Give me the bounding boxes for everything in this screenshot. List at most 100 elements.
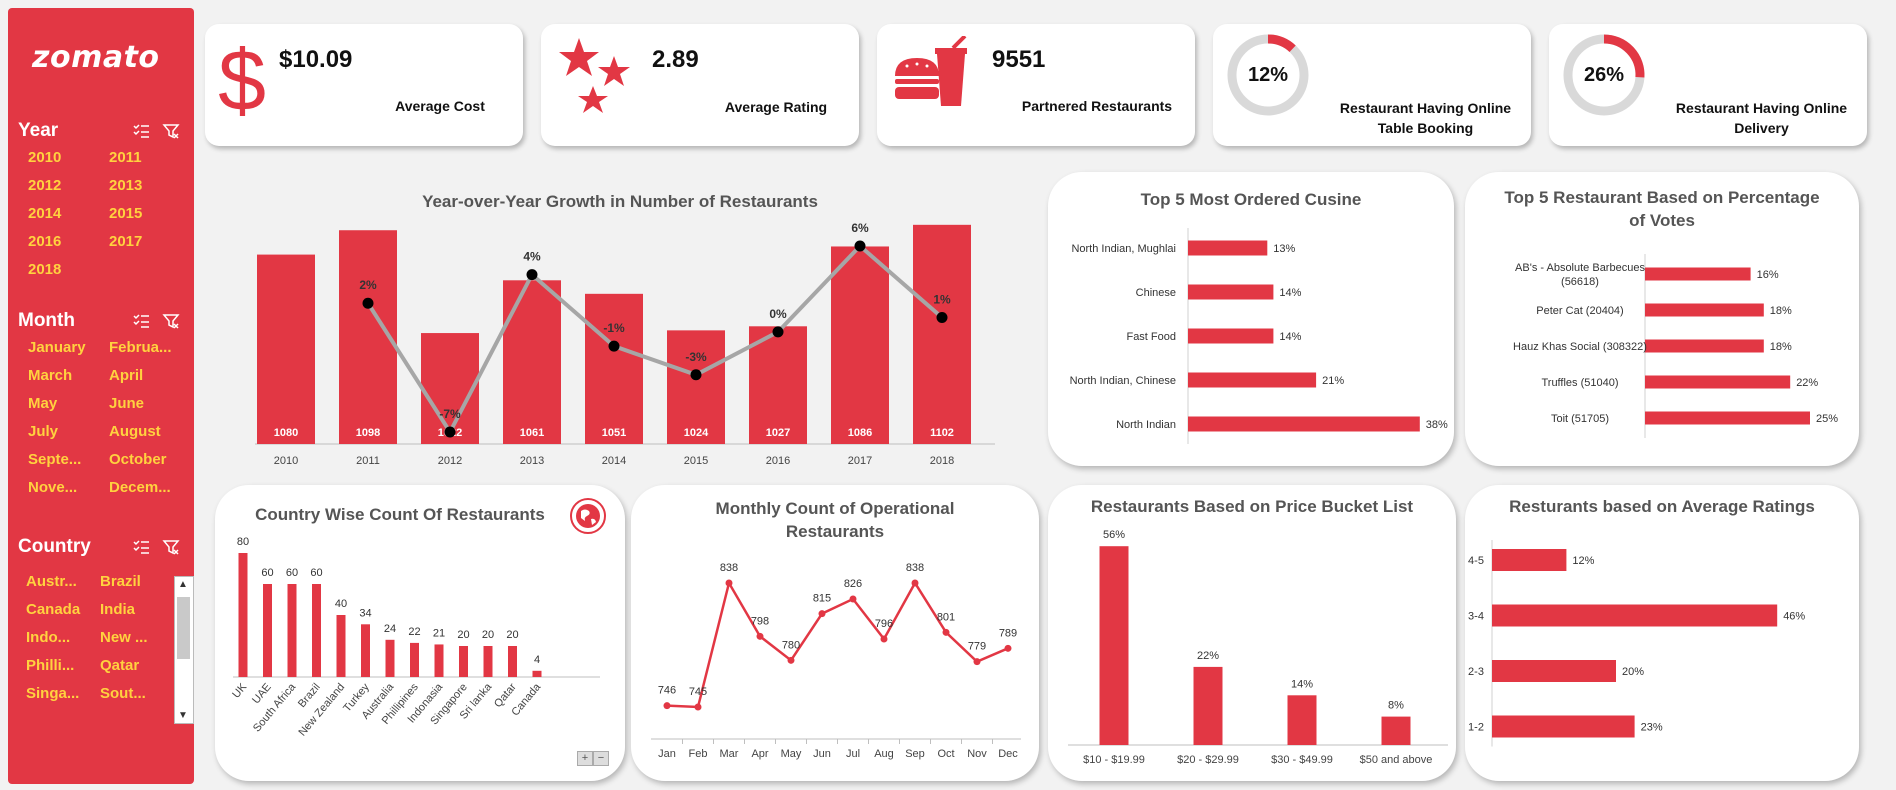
slicer-month-april[interactable]: April <box>109 367 144 384</box>
scroll-down-icon[interactable]: ▼ <box>178 710 188 721</box>
yoy-bar-label: 1102 <box>930 427 954 439</box>
slicer-year-2016[interactable]: 2016 <box>28 233 62 250</box>
country-x-tick-label: UK <box>230 681 249 701</box>
slicer-year-2015[interactable]: 2015 <box>109 205 143 222</box>
monthly-title-line1: Monthly Count of Operational <box>715 499 955 518</box>
yoy-bar <box>831 246 889 444</box>
cuisine-card: Top 5 Most Ordered Cusine 13% North India… <box>1048 172 1454 466</box>
slicer-month-august[interactable]: August <box>109 423 161 440</box>
yoy-growth-label: 2% <box>359 278 377 292</box>
monthly-x-tick-label: Dec <box>998 748 1018 760</box>
yoy-growth-point <box>608 340 620 352</box>
yoy-x-tick-label: 2012 <box>438 455 462 467</box>
price-bar <box>1287 695 1317 745</box>
votes-title-line2: of Votes <box>1629 211 1695 230</box>
slicer-year-2010[interactable]: 2010 <box>28 149 62 166</box>
monthly-data-label: 838 <box>720 562 738 574</box>
slicer-year-2014[interactable]: 2014 <box>28 205 62 222</box>
slicer-country-india[interactable]: India <box>100 601 136 618</box>
country-bar <box>508 646 517 677</box>
multi-select-icon[interactable] <box>132 122 150 140</box>
slicer-country-indonesia[interactable]: Indo... <box>26 629 71 646</box>
stars-icon <box>559 38 630 113</box>
yoy-bar <box>667 330 725 444</box>
country-bar <box>287 584 297 677</box>
slicer-month-october[interactable]: October <box>109 451 167 468</box>
slicer-country-singapore[interactable]: Singa... <box>26 685 80 702</box>
multi-select-icon[interactable] <box>132 538 150 556</box>
scroll-thumb[interactable] <box>177 597 190 659</box>
online-delivery-donut-fill <box>1603 34 1645 78</box>
yoy-x-tick-label: 2017 <box>848 455 872 467</box>
slicer-year-2018[interactable]: 2018 <box>28 261 62 278</box>
country-data-label: 40 <box>335 598 347 610</box>
monthly-point <box>725 579 733 587</box>
slicer-month-february[interactable]: Februa... <box>109 339 172 356</box>
slicer-country-canada[interactable]: Canada <box>26 601 81 618</box>
monthly-point <box>849 595 857 603</box>
multi-select-icon[interactable] <box>132 312 150 330</box>
slicer-year-2017[interactable]: 2017 <box>109 233 143 250</box>
slicer-month-september[interactable]: Septe... <box>28 451 82 468</box>
price-data-label: 8% <box>1388 700 1404 712</box>
price-x-tick-label: $50 and above <box>1360 754 1433 766</box>
slicer-month-november[interactable]: Nove... <box>28 479 78 496</box>
monthly-data-label: 826 <box>844 578 862 590</box>
zomato-logo: zomato <box>32 40 160 75</box>
country-data-label: 60 <box>286 567 298 579</box>
slicer-month-december[interactable]: Decem... <box>109 479 171 496</box>
yoy-x-tick-label: 2010 <box>274 455 298 467</box>
monthly-data-label: 815 <box>813 593 831 605</box>
slicer-month-january[interactable]: January <box>28 339 86 356</box>
collapse-button[interactable]: − <box>593 751 609 766</box>
clear-filter-icon[interactable] <box>162 312 180 330</box>
country-data-label: 20 <box>506 629 518 641</box>
votes-category-label: Peter Cat (20404) <box>1536 305 1623 317</box>
monthly-point <box>911 579 919 587</box>
yoy-x-tick-label: 2014 <box>602 455 626 467</box>
slicer-year-2013[interactable]: 2013 <box>109 177 143 194</box>
cuisine-data-label: 14% <box>1279 331 1301 343</box>
slicer-country-phillipines[interactable]: Philli... <box>26 657 75 674</box>
slicer-country-brazil[interactable]: Brazil <box>100 573 141 590</box>
month-slicer-title: Month <box>18 310 75 331</box>
yoy-x-tick-label: 2013 <box>520 455 544 467</box>
votes-bar <box>1645 303 1764 317</box>
yoy-growth-label: 4% <box>523 250 541 264</box>
ratings-bar <box>1492 549 1567 571</box>
clear-filter-icon[interactable] <box>162 122 180 140</box>
slicer-year-2011[interactable]: 2011 <box>109 149 142 166</box>
price-data-label: 14% <box>1291 678 1313 690</box>
slicer-country-south-africa[interactable]: Sout... <box>100 685 146 702</box>
kpi-table-booking-label: Restaurant Having Online Table Booking <box>1323 98 1528 138</box>
monthly-point <box>818 610 826 618</box>
scroll-up-icon[interactable]: ▲ <box>178 579 188 590</box>
slicer-month-july[interactable]: July <box>28 423 59 440</box>
slicer-country-qatar[interactable]: Qatar <box>100 657 140 674</box>
kpi-online-table-booking: 12% Restaurant Having Online Table Booki… <box>1213 24 1531 146</box>
slicer-month-may[interactable]: May <box>28 395 58 412</box>
yoy-chart-title: Year-over-Year Growth in Number of Resta… <box>422 192 818 211</box>
slicer-country-new-zealand[interactable]: New ... <box>100 629 148 646</box>
yoy-growth-label: -3% <box>685 350 707 364</box>
yoy-growth-label: -1% <box>603 321 625 335</box>
clear-filter-icon[interactable] <box>162 538 180 556</box>
votes-data-label: 18% <box>1770 305 1792 317</box>
slicer-country-australia[interactable]: Austr... <box>26 573 77 590</box>
expand-button[interactable]: + <box>577 751 593 766</box>
ratings-bar <box>1492 604 1778 627</box>
monthly-x-tick-label: Nov <box>967 748 987 760</box>
cuisine-data-label: 14% <box>1279 287 1301 299</box>
kpi-average-rating: 2.89 Average Rating <box>541 24 859 146</box>
country-slicer-scrollbar[interactable]: ▲ ▼ <box>174 576 194 724</box>
monthly-x-tick-label: Oct <box>937 748 954 760</box>
slicer-year-2012[interactable]: 2012 <box>28 177 62 194</box>
monthly-point <box>787 656 795 664</box>
yoy-growth-point <box>444 426 456 438</box>
monthly-point <box>756 632 764 640</box>
kpi-partnered-restaurants: 9551 Partnered Restaurants <box>877 24 1195 146</box>
monthly-data-label: 789 <box>999 627 1017 639</box>
yoy-growth-point <box>772 326 784 338</box>
slicer-month-june[interactable]: June <box>109 395 145 412</box>
slicer-month-march[interactable]: March <box>28 367 73 384</box>
